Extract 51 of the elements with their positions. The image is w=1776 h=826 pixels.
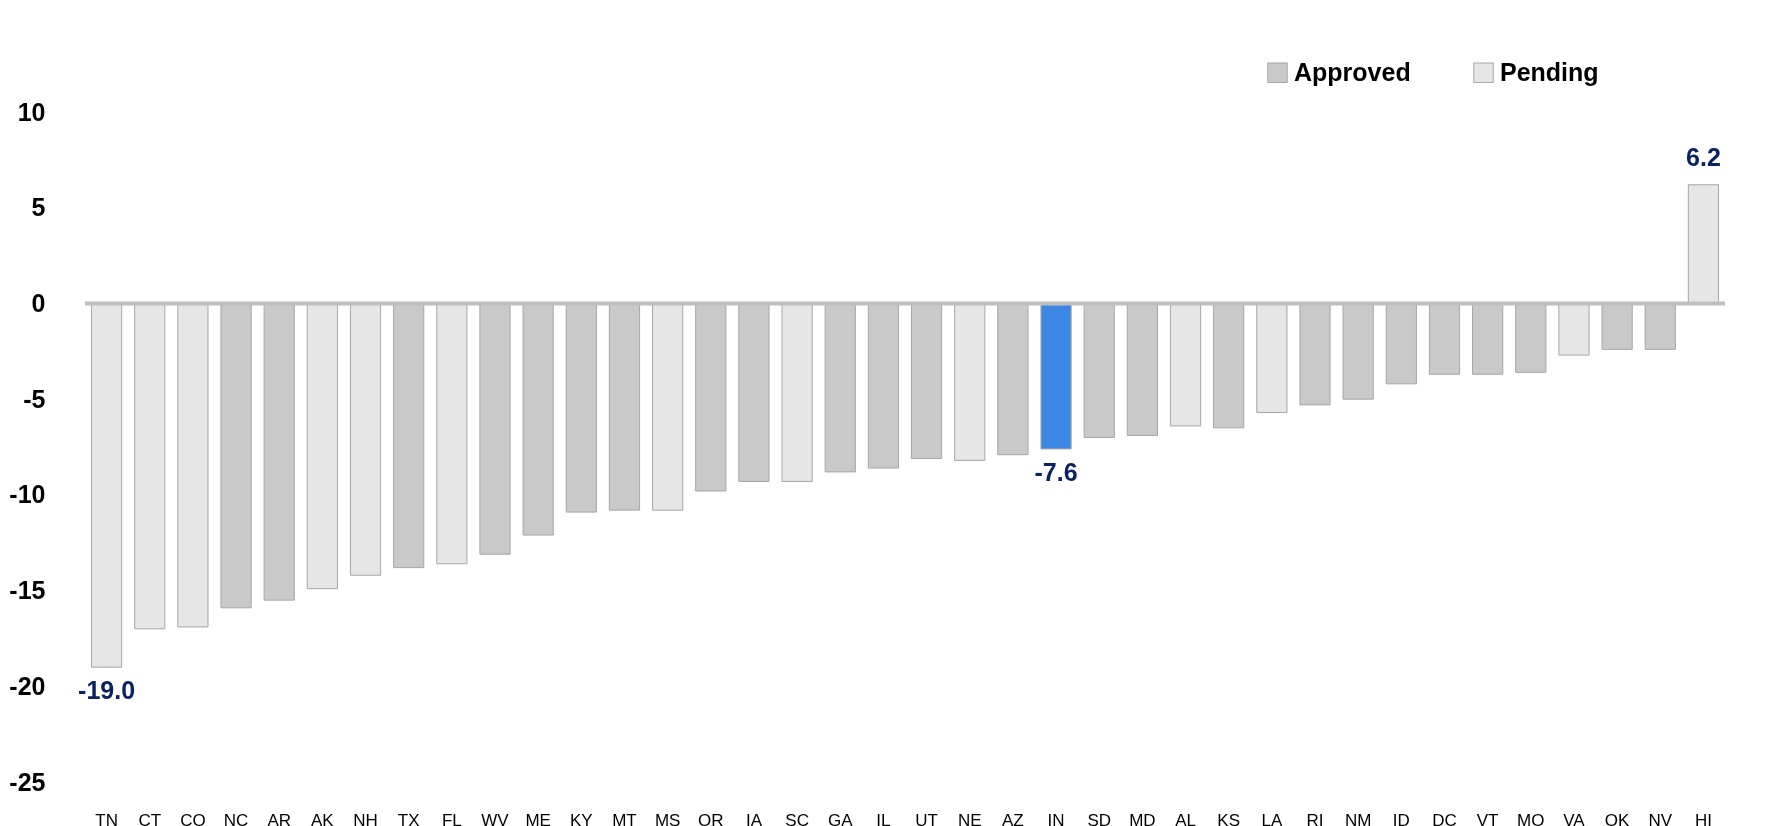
x-tick-label: IA — [745, 810, 763, 826]
x-tick-label: VA — [1563, 810, 1586, 826]
x-tick-label: KS — [1217, 810, 1241, 826]
y-tick-label: 0 — [31, 288, 46, 317]
x-tick-label: NC — [223, 810, 249, 826]
x-tick-label: GA — [827, 810, 854, 826]
x-tick-label: MS — [654, 810, 681, 826]
x-tick-label: OR — [698, 810, 724, 826]
x-tick-label: CT — [138, 810, 162, 826]
y-tick-label: -25 — [9, 767, 46, 796]
x-tick-label: DC — [1432, 810, 1457, 826]
x-tick-label: ME — [525, 810, 551, 826]
x-tick-label: IL — [876, 810, 891, 826]
data-label: -19.0 — [78, 676, 136, 705]
x-tick-label: ID — [1392, 810, 1410, 826]
x-tick-label: SC — [785, 810, 809, 826]
x-tick-label: CO — [180, 810, 206, 826]
x-tick-label: FL — [441, 810, 462, 826]
y-tick-label: -15 — [9, 576, 46, 605]
x-tick-label: MT — [612, 810, 637, 826]
x-tick-label: IN — [1047, 810, 1065, 826]
x-tick-label: OK — [1604, 810, 1631, 826]
x-tick-label: WV — [481, 810, 510, 826]
y-tick-label: 5 — [31, 193, 46, 222]
x-tick-label: NV — [1648, 810, 1673, 826]
x-tick-label: KY — [569, 810, 593, 826]
x-tick-label: AL — [1175, 810, 1196, 826]
x-tick-label: TN — [95, 810, 118, 826]
x-tick-label: NH — [353, 810, 378, 826]
x-tick-label: AK — [311, 810, 335, 826]
x-tick-label: TX — [397, 810, 420, 826]
x-tick-label: RI — [1306, 810, 1324, 826]
legend-label: Pending — [1500, 57, 1599, 86]
x-tick-label: NM — [1344, 810, 1372, 826]
data-label: -7.6 — [1034, 457, 1078, 486]
y-tick-label: -20 — [9, 671, 46, 700]
legend-label: Approved — [1294, 57, 1411, 86]
x-tick-label: VT — [1476, 810, 1499, 826]
x-tick-label: HI — [1694, 810, 1712, 826]
data-label: 6.2 — [1686, 142, 1721, 171]
y-tick-label: -10 — [9, 480, 46, 509]
x-tick-label: NE — [957, 810, 982, 826]
x-tick-label: LA — [1261, 810, 1283, 826]
y-tick-label: 10 — [17, 97, 46, 126]
x-tick-label: UT — [915, 810, 938, 826]
y-tick-label: -5 — [23, 384, 46, 413]
x-tick-label: AR — [267, 810, 292, 826]
x-tick-label: AZ — [1002, 810, 1024, 826]
x-tick-label: MD — [1129, 810, 1156, 826]
x-tick-label: MO — [1517, 810, 1545, 826]
x-tick-label: SD — [1087, 810, 1112, 826]
